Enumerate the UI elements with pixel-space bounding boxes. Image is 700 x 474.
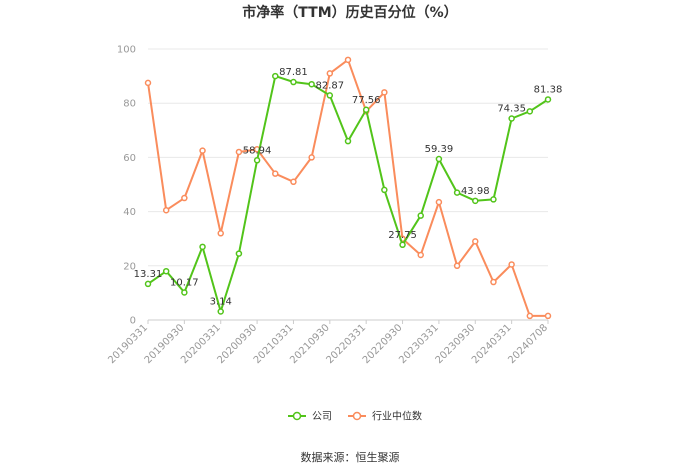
industry-median-point <box>290 178 297 186</box>
legend: 公司 行业中位数 <box>288 410 422 423</box>
company-point <box>344 137 352 145</box>
industry-median-point <box>181 194 188 202</box>
data-labels: 13.31 10.17 3.14 58.94 87.81 82.87 77.56 27.75 5… <box>134 67 563 307</box>
industry-median-point <box>417 251 424 259</box>
company-point <box>508 115 515 122</box>
company-point <box>144 280 152 288</box>
data-label: 3.14 <box>210 296 232 307</box>
data-label: 13.31 <box>134 269 163 280</box>
data-label: 10.17 <box>170 277 199 288</box>
data-label: 77.56 <box>352 95 381 106</box>
company-point <box>399 241 406 249</box>
industry-median-point <box>344 56 352 64</box>
y-tick-label: 40 <box>123 207 136 218</box>
company-point <box>199 243 206 251</box>
industry-median-point <box>472 238 479 245</box>
company-point <box>417 212 424 219</box>
company-point <box>362 106 370 114</box>
industry-median-point <box>162 206 170 214</box>
data-label: 43.98 <box>461 186 490 197</box>
industry-median-point <box>490 278 497 286</box>
industry-median-point <box>144 79 152 87</box>
company-point <box>326 92 334 99</box>
company-point <box>490 196 497 203</box>
industry-median-point <box>453 262 461 270</box>
company-point <box>181 289 188 296</box>
industry-median-point <box>526 312 534 320</box>
x-tick-label: 20240708 <box>506 322 550 366</box>
company-point <box>381 186 388 194</box>
series-layer <box>144 56 552 320</box>
industry-median-point <box>326 70 334 77</box>
y-tick-label: 100 <box>117 45 136 56</box>
industry-median-point <box>508 261 515 268</box>
company-point <box>308 80 315 88</box>
data-label: 81.38 <box>534 84 563 95</box>
chart-title: 市净率（TTM）历史百分位（%） <box>242 4 457 21</box>
data-label: 27.75 <box>388 230 417 241</box>
company-point <box>526 108 534 115</box>
y-tick-label: 20 <box>123 261 136 272</box>
legend-item-company: 公司 <box>288 412 332 423</box>
company-point <box>253 157 261 164</box>
source-note: 数据来源：恒生聚源 <box>301 450 400 464</box>
industry-median-point <box>217 230 224 237</box>
industry-median-point <box>235 148 243 156</box>
legend-marker <box>352 411 362 421</box>
industry-median-point <box>435 198 443 206</box>
industry-median-point <box>381 89 388 96</box>
legend-item-industry-median: 行业中位数 <box>348 410 422 423</box>
company-point <box>272 72 279 80</box>
data-label: 87.81 <box>279 67 308 78</box>
company-point <box>472 197 479 205</box>
company-point <box>435 155 443 163</box>
company-point <box>544 96 552 103</box>
y-tick-label: 60 <box>123 153 136 164</box>
legend-label: 公司 <box>312 412 332 423</box>
legend-label: 行业中位数 <box>372 410 422 423</box>
data-label: 74.35 <box>497 104 526 115</box>
y-tick-label: 0 <box>130 316 136 327</box>
y-tick-label: 80 <box>123 99 136 110</box>
grid <box>148 48 548 267</box>
data-label: 82.87 <box>315 80 344 91</box>
company-point <box>217 308 224 315</box>
legend-marker <box>292 411 302 421</box>
industry-median-point <box>199 147 206 154</box>
company-point <box>235 250 243 257</box>
data-label: 58.94 <box>243 145 272 156</box>
company-point <box>162 267 170 275</box>
data-label: 59.39 <box>425 144 454 155</box>
company-point <box>453 189 461 196</box>
company-point <box>290 78 297 86</box>
industry-median-point <box>272 170 279 177</box>
industry-median-point <box>308 154 315 161</box>
industry-median-point <box>544 312 552 320</box>
